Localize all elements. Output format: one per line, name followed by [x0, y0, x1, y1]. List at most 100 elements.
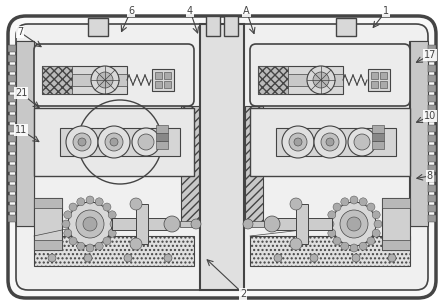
Circle shape	[64, 211, 72, 219]
Bar	[250, 108, 410, 176]
Text: 6: 6	[128, 6, 134, 16]
Circle shape	[69, 203, 77, 211]
Bar	[428, 215, 436, 222]
Circle shape	[367, 237, 375, 245]
Circle shape	[191, 219, 201, 229]
Circle shape	[372, 211, 380, 219]
Circle shape	[66, 126, 98, 158]
Bar	[428, 105, 436, 112]
FancyBboxPatch shape	[250, 44, 410, 106]
Bar	[368, 69, 390, 91]
Bar	[428, 205, 436, 212]
Circle shape	[388, 254, 396, 262]
Circle shape	[110, 220, 118, 228]
Circle shape	[321, 133, 339, 151]
Bar	[8, 135, 16, 142]
Text: 8: 8	[427, 171, 433, 181]
Circle shape	[341, 198, 349, 206]
Circle shape	[83, 217, 97, 231]
Circle shape	[76, 210, 104, 238]
Bar	[428, 55, 436, 62]
FancyBboxPatch shape	[16, 24, 428, 290]
Bar	[382, 198, 410, 250]
Circle shape	[307, 66, 335, 94]
Bar	[155, 81, 162, 88]
Bar	[245, 106, 263, 226]
Text: 4: 4	[187, 6, 193, 16]
Bar	[42, 66, 127, 94]
Bar	[180, 221, 194, 227]
Bar	[34, 236, 194, 266]
Bar	[156, 125, 168, 133]
Circle shape	[328, 211, 336, 219]
Circle shape	[367, 203, 375, 211]
Circle shape	[62, 220, 70, 228]
Circle shape	[48, 254, 56, 262]
Circle shape	[77, 242, 85, 250]
FancyBboxPatch shape	[34, 44, 194, 106]
Bar	[16, 41, 34, 226]
Bar	[276, 128, 396, 156]
Circle shape	[289, 133, 307, 151]
Text: 10: 10	[424, 111, 436, 121]
Bar	[8, 155, 16, 162]
Circle shape	[328, 229, 336, 237]
Bar	[8, 85, 16, 92]
FancyBboxPatch shape	[8, 16, 436, 298]
Circle shape	[103, 237, 111, 245]
Bar	[72, 74, 127, 86]
Bar	[8, 65, 16, 72]
Bar	[428, 185, 436, 192]
Circle shape	[359, 242, 367, 250]
Bar	[206, 16, 220, 36]
Circle shape	[164, 254, 172, 262]
Bar	[409, 41, 427, 226]
Bar	[181, 106, 199, 226]
Circle shape	[314, 126, 346, 158]
Circle shape	[290, 238, 302, 250]
Bar	[428, 145, 436, 152]
Circle shape	[290, 198, 302, 210]
Circle shape	[138, 134, 154, 150]
Circle shape	[359, 198, 367, 206]
Bar	[288, 74, 343, 86]
Circle shape	[372, 229, 380, 237]
Bar	[60, 128, 180, 156]
Bar	[164, 81, 171, 88]
Text: 7: 7	[17, 27, 23, 37]
Circle shape	[243, 219, 253, 229]
Circle shape	[95, 198, 103, 206]
Circle shape	[110, 138, 118, 146]
Bar	[8, 105, 16, 112]
Text: 1: 1	[383, 6, 389, 16]
Bar	[34, 108, 194, 176]
Bar	[8, 215, 16, 222]
Circle shape	[132, 128, 160, 156]
Bar	[8, 125, 16, 132]
Circle shape	[77, 198, 85, 206]
Bar	[164, 72, 171, 79]
Circle shape	[84, 254, 92, 262]
Bar	[428, 175, 436, 182]
Bar	[156, 133, 168, 141]
Bar	[258, 66, 288, 94]
Bar	[372, 141, 384, 149]
Bar	[8, 75, 16, 82]
Circle shape	[326, 138, 334, 146]
Bar	[42, 66, 72, 94]
Circle shape	[333, 237, 341, 245]
Bar	[372, 125, 384, 133]
Bar	[371, 72, 378, 79]
Circle shape	[354, 134, 370, 150]
Bar	[136, 204, 148, 244]
Bar	[382, 240, 410, 250]
Circle shape	[282, 126, 314, 158]
Bar	[250, 221, 264, 227]
Circle shape	[95, 242, 103, 250]
Bar	[250, 236, 410, 266]
Bar	[371, 81, 378, 88]
Bar	[428, 65, 436, 72]
Circle shape	[333, 203, 341, 211]
Circle shape	[313, 72, 329, 88]
Circle shape	[164, 216, 180, 232]
